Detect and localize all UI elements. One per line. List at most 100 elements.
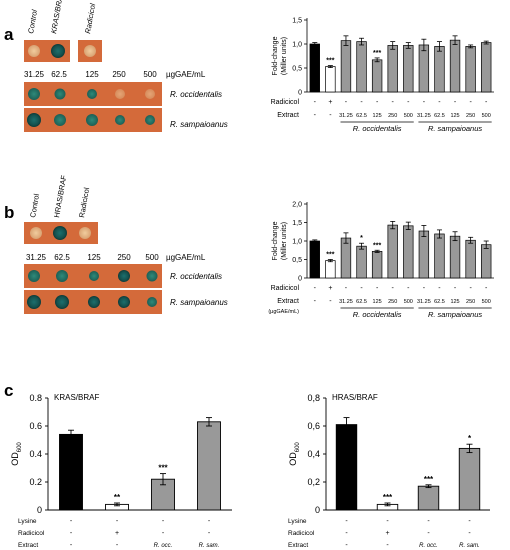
plate-label-kras-braf: KRAS/BRAF bbox=[49, 0, 65, 34]
extract-cell: 62.5 bbox=[434, 299, 445, 305]
significance-label: *** bbox=[373, 50, 381, 57]
chart-od600-hras: 00,20,40,60,8 HRAS/BRAFOD600*******Lysine… bbox=[288, 393, 490, 549]
colony bbox=[88, 296, 100, 308]
extract-cell: 62.5 bbox=[356, 299, 367, 305]
radicicol-cell: - bbox=[208, 530, 211, 537]
bar bbox=[356, 41, 367, 93]
y-tick-label: 0,6 bbox=[307, 421, 320, 431]
radicicol-cell: - bbox=[469, 99, 472, 106]
row-label-extract: Extract bbox=[18, 542, 38, 549]
bar bbox=[340, 237, 352, 279]
radicicol-cell: - bbox=[314, 285, 317, 292]
row-label-extract: Extract bbox=[277, 112, 299, 119]
row-label-occidentalis: R. occidentalis bbox=[170, 272, 222, 281]
radicicol-cell: - bbox=[376, 285, 379, 292]
plate-panel-a: Control KRAS/BRAF Radicicol 31.25 62.5 1… bbox=[24, 0, 228, 132]
extract-cell: 31.25 bbox=[417, 299, 431, 305]
conc-label: 125 bbox=[85, 70, 99, 79]
y-tick-label: 0.8 bbox=[29, 393, 42, 403]
y-tick-label: 2,0 bbox=[292, 202, 302, 209]
significance-label: *** bbox=[326, 58, 334, 65]
bar bbox=[417, 485, 440, 511]
colony bbox=[54, 114, 66, 126]
extract-cell: - bbox=[116, 542, 119, 549]
radicicol-cell: + bbox=[385, 530, 389, 537]
radicicol-cell: + bbox=[328, 285, 332, 292]
radicicol-cell: - bbox=[423, 99, 426, 106]
radicicol-cell: - bbox=[454, 99, 457, 106]
conc-label: 31.25 bbox=[24, 70, 45, 79]
colony-hras-braf bbox=[53, 226, 67, 240]
bar bbox=[458, 447, 481, 511]
row-label-radicicol: Radicicol bbox=[271, 99, 300, 106]
panel-label-c: c bbox=[4, 381, 13, 400]
radicicol-cell: - bbox=[427, 530, 430, 537]
extract-cell: R. occ. bbox=[154, 543, 173, 549]
conc-label: 250 bbox=[112, 70, 126, 79]
significance-label: * bbox=[360, 235, 363, 242]
y-axis-label: Fold-change bbox=[272, 36, 279, 75]
panel-label-a: a bbox=[4, 25, 14, 44]
extract-cell: - bbox=[314, 298, 317, 305]
conc-label: 62.5 bbox=[51, 70, 67, 79]
extract-cell: 125 bbox=[450, 113, 459, 119]
extract-cell: 31.25 bbox=[339, 299, 353, 305]
lysine-cell: - bbox=[162, 518, 165, 525]
bar bbox=[449, 39, 461, 93]
colony bbox=[147, 297, 157, 307]
extract-cell: - bbox=[345, 542, 348, 549]
radicicol-cell: - bbox=[345, 530, 348, 537]
colony bbox=[27, 113, 41, 127]
group-label: R. occidentalis bbox=[353, 124, 402, 133]
bar bbox=[325, 260, 336, 279]
bar bbox=[309, 43, 320, 93]
lysine-cell: - bbox=[468, 518, 471, 525]
conc-label: 500 bbox=[145, 253, 159, 262]
colony bbox=[56, 270, 68, 282]
colony bbox=[54, 88, 66, 100]
row-label-radicicol: Radicicol bbox=[288, 530, 315, 537]
plate-label-hras-braf: HRAS/BRAF bbox=[52, 174, 68, 218]
colony-kras-braf bbox=[51, 44, 65, 58]
panel-label-b: b bbox=[4, 203, 14, 222]
chart-fold-change-kras: 0 0,5 1,0 1,5 Fold-change (Miller units) *** **… bbox=[271, 18, 494, 133]
plate-label-control: Control bbox=[26, 9, 39, 35]
conc-unit: µgGAE/mL bbox=[166, 70, 206, 79]
bar bbox=[481, 42, 492, 93]
radicicol-cell: - bbox=[468, 530, 471, 537]
bar bbox=[371, 59, 383, 93]
radicicol-cell: - bbox=[485, 285, 488, 292]
row-label-radicicol: Radicicol bbox=[271, 285, 300, 292]
y-tick-label: 0,4 bbox=[307, 449, 320, 459]
extract-cell: - bbox=[329, 112, 332, 119]
extract-cell: 250 bbox=[388, 113, 397, 119]
y-tick-label: 0 bbox=[298, 276, 302, 283]
plate-label-radicicol: Radicicol bbox=[83, 2, 97, 34]
conc-label: 250 bbox=[117, 253, 131, 262]
radicicol-cell: - bbox=[360, 99, 363, 106]
colony bbox=[145, 115, 155, 125]
y-tick-label: 1,5 bbox=[292, 18, 302, 25]
extract-cell: 250 bbox=[466, 299, 475, 305]
bar bbox=[197, 421, 221, 511]
colony bbox=[115, 89, 125, 99]
colony bbox=[87, 89, 97, 99]
significance-label: *** bbox=[326, 252, 334, 259]
y-tick-label: 0 bbox=[298, 90, 302, 97]
y-tick-label: 0.4 bbox=[29, 449, 42, 459]
y-tick-label: 0,2 bbox=[307, 477, 320, 487]
radicicol-cell: - bbox=[392, 285, 395, 292]
colony bbox=[89, 271, 99, 281]
plate-label-control: Control bbox=[28, 193, 41, 219]
extract-cell: 500 bbox=[404, 113, 413, 119]
extract-cell: R. sam. bbox=[199, 543, 220, 549]
significance-label: ** bbox=[114, 493, 121, 502]
group-label: R. sampaioanus bbox=[428, 124, 482, 133]
extract-cell: 500 bbox=[482, 113, 491, 119]
bar bbox=[309, 240, 320, 279]
radicicol-cell: - bbox=[407, 99, 410, 106]
significance-label: *** bbox=[158, 464, 168, 473]
lysine-cell: - bbox=[208, 518, 211, 525]
row-label-sampaioanus: R. sampaioanus bbox=[170, 120, 228, 129]
extract-cell: 125 bbox=[373, 299, 382, 305]
